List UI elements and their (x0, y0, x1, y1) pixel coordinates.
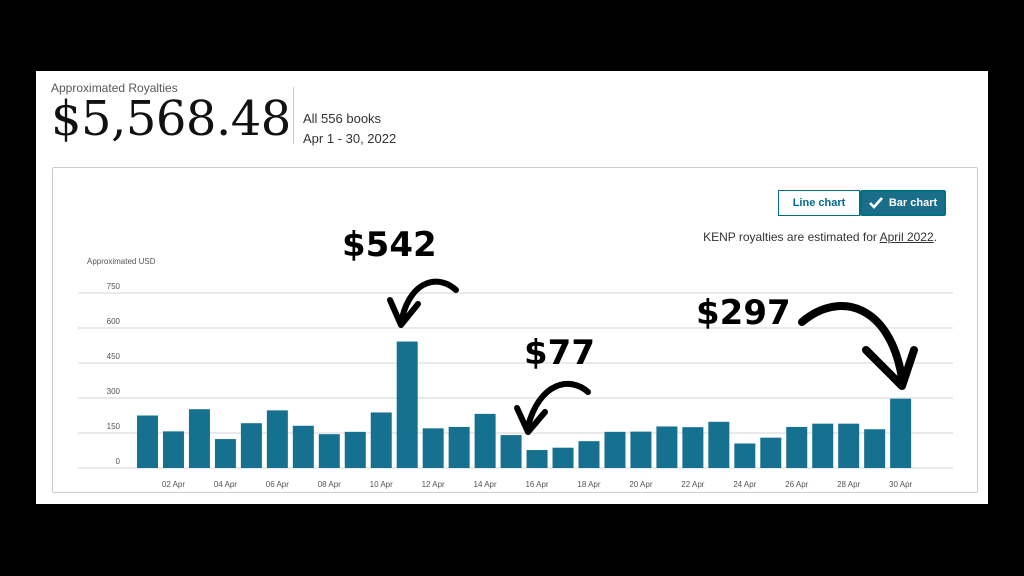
bar-10-apr[interactable] (370, 412, 392, 468)
bar-24-apr[interactable] (734, 443, 756, 469)
annotation-peak-value: $542 (342, 225, 437, 265)
bar-chart-toggle[interactable]: Bar chart (860, 190, 946, 216)
bar-04-apr[interactable] (214, 439, 236, 468)
bar-19-apr[interactable] (604, 431, 626, 468)
bar-02-apr[interactable] (162, 431, 184, 468)
x-tick-label: 08 Apr (318, 480, 341, 489)
arrow-to-low (525, 381, 591, 429)
kenp-text: KENP royalties are estimated for (703, 230, 880, 244)
x-tick-label: 02 Apr (162, 480, 185, 489)
royalties-amount: $5,568.48 (51, 91, 291, 147)
y-tick-label: 300 (107, 387, 121, 396)
kenp-note: KENP royalties are estimated for April 2… (703, 230, 937, 244)
y-axis-label: Approximated USD (87, 257, 156, 266)
bar-27-apr[interactable] (812, 423, 834, 468)
x-tick-label: 04 Apr (214, 480, 237, 489)
bar-23-apr[interactable] (708, 421, 730, 468)
x-tick-label: 30 Apr (889, 480, 912, 489)
bar-17-apr[interactable] (552, 447, 574, 468)
bar-21-apr[interactable] (656, 426, 678, 468)
line-chart-label: Line chart (792, 197, 846, 209)
bar-11-apr[interactable] (396, 341, 418, 468)
arrow-to-peak (399, 278, 459, 321)
bar-03-apr[interactable] (188, 409, 210, 468)
bar-09-apr[interactable] (344, 431, 366, 468)
arrowhead-last (862, 346, 918, 390)
annotation-low-value: $77 (524, 333, 595, 373)
x-tick-label: 06 Apr (266, 480, 289, 489)
x-tick-label: 16 Apr (525, 480, 548, 489)
x-tick-label: 12 Apr (422, 480, 445, 489)
check-icon (868, 197, 883, 209)
annotation-last-value: $297 (696, 293, 791, 333)
x-tick-label: 18 Apr (577, 480, 600, 489)
bar-18-apr[interactable] (578, 441, 600, 468)
royalties-label: Approximated Royalties (51, 81, 178, 95)
kenp-month-link[interactable]: April 2022 (879, 230, 934, 244)
bar-12-apr[interactable] (422, 428, 444, 468)
date-range: Apr 1 - 30, 2022 (303, 131, 397, 146)
bar-28-apr[interactable] (838, 423, 860, 468)
bar-22-apr[interactable] (682, 427, 704, 468)
y-tick-label: 450 (107, 352, 121, 361)
bar-06-apr[interactable] (266, 410, 288, 468)
y-tick-label: 600 (107, 317, 121, 326)
x-tick-label: 14 Apr (474, 480, 497, 489)
bar-05-apr[interactable] (240, 423, 262, 468)
y-tick-label: 150 (107, 422, 121, 431)
chart-container: Line chart Bar chart KENP royalties are … (52, 167, 978, 493)
x-tick-label: 24 Apr (733, 480, 756, 489)
bar-14-apr[interactable] (474, 413, 496, 468)
arrowhead-peak (387, 297, 421, 328)
bar-29-apr[interactable] (864, 429, 886, 468)
line-chart-toggle[interactable]: Line chart (778, 190, 860, 216)
x-tick-label: 26 Apr (785, 480, 808, 489)
y-tick-label: 750 (107, 282, 121, 291)
divider (293, 87, 294, 144)
bar-26-apr[interactable] (786, 426, 808, 468)
bar-15-apr[interactable] (500, 435, 522, 468)
arrow-to-last (798, 302, 906, 382)
x-tick-label: 10 Apr (370, 480, 393, 489)
bar-13-apr[interactable] (448, 426, 470, 468)
bar-07-apr[interactable] (292, 425, 314, 468)
books-count: All 556 books (303, 111, 382, 126)
bar-30-apr[interactable] (890, 398, 912, 468)
x-tick-label: 20 Apr (629, 480, 652, 489)
bar-01-apr[interactable] (137, 415, 158, 469)
bar-25-apr[interactable] (760, 437, 782, 468)
arrowhead-low (514, 405, 548, 435)
kenp-suffix: . (933, 230, 937, 244)
bar-16-apr[interactable] (526, 450, 548, 468)
y-tick-label: 0 (116, 457, 121, 466)
x-tick-label: 28 Apr (837, 480, 860, 489)
x-tick-label: 22 Apr (681, 480, 704, 489)
bar-chart-label: Bar chart (888, 197, 938, 209)
bar-08-apr[interactable] (318, 434, 340, 468)
bar-20-apr[interactable] (630, 431, 652, 468)
